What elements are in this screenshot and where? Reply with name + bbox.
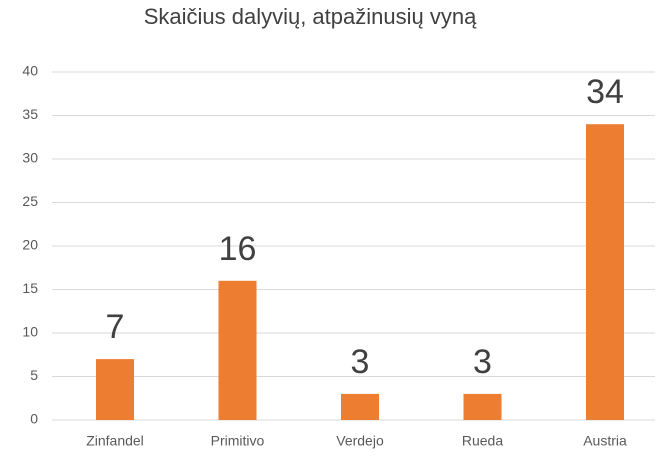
y-tick-label: 0 [30, 411, 38, 427]
bar [341, 393, 379, 420]
x-tick-label: Zinfandel [86, 433, 144, 449]
y-tick-label: 40 [22, 63, 38, 79]
data-label: 3 [473, 343, 492, 381]
data-label: 3 [351, 343, 370, 381]
x-tick-label: Primitivo [211, 433, 265, 449]
y-tick-label: 15 [22, 280, 38, 296]
data-label: 34 [586, 73, 624, 111]
data-label: 7 [106, 308, 125, 346]
bar [586, 124, 624, 420]
y-tick-label: 25 [22, 193, 38, 209]
x-tick-label: Austria [583, 433, 627, 449]
bar [463, 393, 502, 420]
data-label: 16 [219, 230, 257, 268]
x-tick-label: Verdejo [336, 433, 384, 449]
y-tick-label: 20 [22, 237, 38, 253]
x-tick-label: Rueda [462, 433, 503, 449]
chart-title: Skaičius dalyvių, atpažinusių vyną [144, 4, 477, 29]
y-tick-label: 10 [22, 324, 38, 340]
y-tick-label: 35 [22, 106, 38, 122]
y-tick-label: 30 [22, 150, 38, 166]
y-tick-label: 5 [30, 367, 38, 383]
bar [96, 359, 134, 420]
bar [218, 280, 257, 420]
